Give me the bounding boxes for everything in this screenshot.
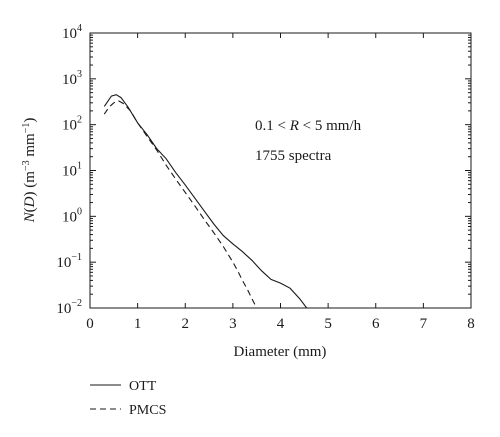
y-tick-label: 102 (62, 115, 82, 134)
y-tick-label: 100 (62, 206, 82, 225)
series-line-ott (103, 94, 308, 308)
y-axis-title: N(D) (m−3 mm−1) (21, 118, 39, 224)
y-tick-label: 10−2 (56, 298, 82, 317)
x-tick-label: 7 (420, 316, 428, 332)
plot-frame (89, 32, 472, 309)
y-tick-label: 104 (62, 23, 82, 42)
x-tick-label: 4 (277, 316, 285, 332)
x-tick-label: 2 (182, 316, 190, 332)
x-tick-label: 3 (229, 316, 237, 332)
y-tick-label: 103 (62, 69, 82, 88)
series-line-pmcs (103, 100, 258, 308)
x-axis-title: Diameter (mm) (234, 344, 327, 360)
x-tick-label: 0 (86, 316, 94, 332)
legend: OTT PMCS (90, 379, 166, 418)
y-tick-label: 10−1 (56, 252, 82, 271)
y-tick-label: 101 (62, 161, 82, 180)
legend-label-pmcs: PMCS (129, 403, 166, 418)
x-tick-label: 5 (324, 316, 332, 332)
annotation-rain-rate: 0.1 < R < 5 mm/h (255, 118, 362, 134)
annotation-spectra-count: 1755 spectra (255, 148, 332, 164)
x-tick-label: 6 (372, 316, 380, 332)
x-tick-label: 1 (134, 316, 142, 332)
legend-label-ott: OTT (129, 379, 157, 394)
plot-layer: 0 1 2 3 4 5 6 7 8 10−2 10−1 100 101 102 103 104 (56, 23, 474, 332)
x-tick-label: 8 (467, 316, 475, 332)
